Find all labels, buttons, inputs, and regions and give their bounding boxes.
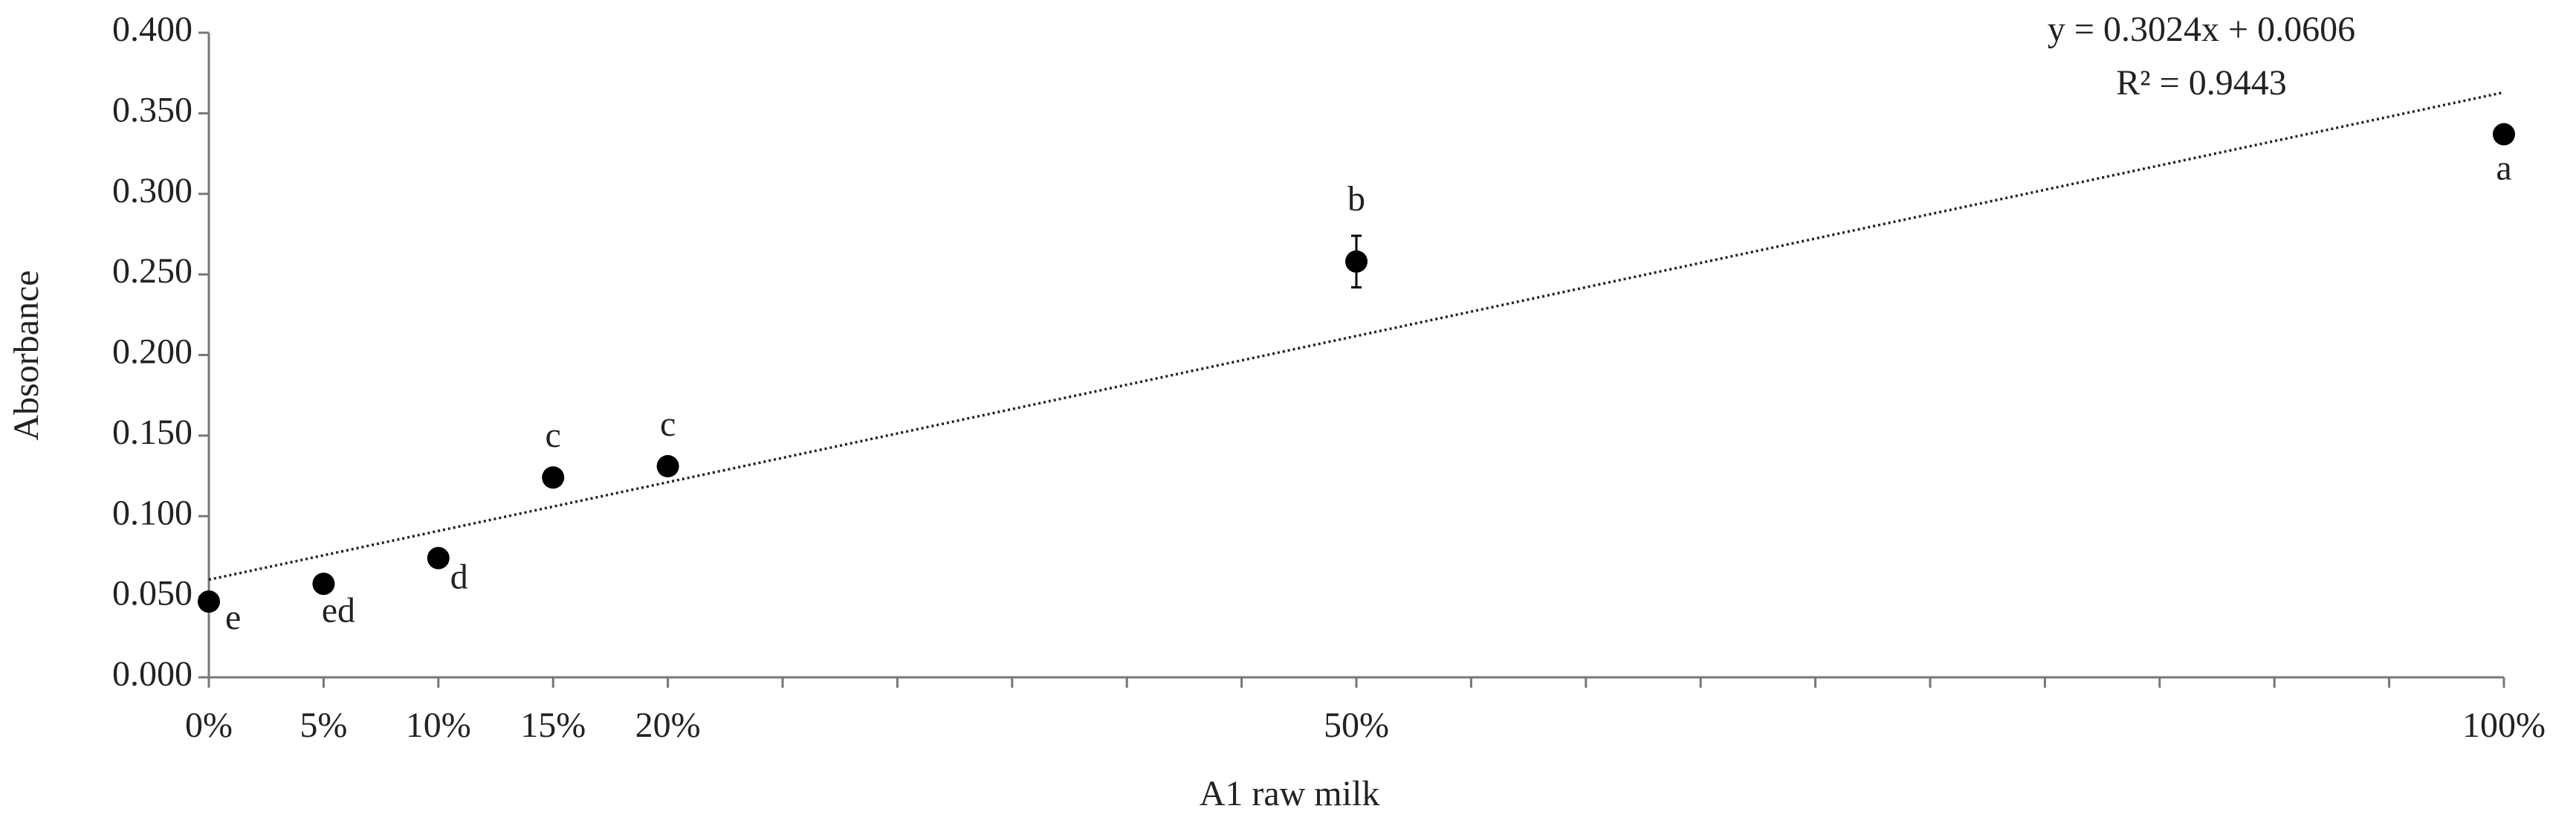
point-label: c [546,416,561,455]
x-tick-label: 50% [1324,706,1389,745]
x-tick-label: 15% [520,706,586,745]
trendline [208,91,2505,581]
y-tick-label: 0.200 [112,332,192,372]
y-tick-label: 0.350 [112,90,192,129]
point [427,546,450,570]
trend-equation: y = 0.3024x + 0.0606 [2048,10,2355,49]
point-label: ed [322,590,355,630]
point [542,466,565,489]
x-tick-label: 10% [406,706,471,745]
point-label: b [1347,179,1365,219]
y-tick-label: 0.400 [112,10,192,49]
point [2493,123,2515,146]
y-tick-label: 0.250 [112,251,192,291]
point [656,455,679,478]
point-label: e [225,598,241,637]
point [1345,250,1368,273]
x-tick-label: 0% [185,706,233,745]
point-label: c [660,404,676,444]
x-tick-label: 100% [2462,706,2546,745]
y-tick-label: 0.000 [112,654,192,694]
point-label: a [2496,149,2511,188]
y-tick-label: 0.100 [112,493,192,532]
y-tick-label: 0.050 [112,574,192,613]
y-tick-label: 0.150 [112,413,192,452]
x-axis-label: A1 raw milk [1200,774,1380,813]
x-tick-label: 5% [300,706,347,745]
x-tick-label: 20% [635,706,701,745]
y-axis-label: Absorbance [7,270,46,440]
point [312,572,335,596]
y-tick-label: 0.300 [112,171,192,210]
trend-r2: R² = 0.9443 [2116,63,2286,103]
point-label: d [450,558,468,597]
point [198,590,220,613]
